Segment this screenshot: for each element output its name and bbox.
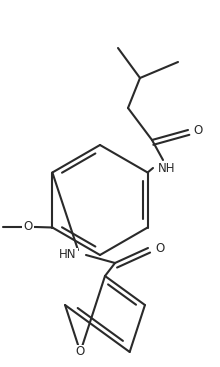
Text: HN: HN [59, 248, 77, 262]
Text: O: O [23, 221, 33, 233]
Text: O: O [155, 241, 165, 254]
Text: O: O [76, 345, 85, 359]
Text: NH: NH [158, 161, 176, 174]
Text: O: O [193, 124, 203, 137]
